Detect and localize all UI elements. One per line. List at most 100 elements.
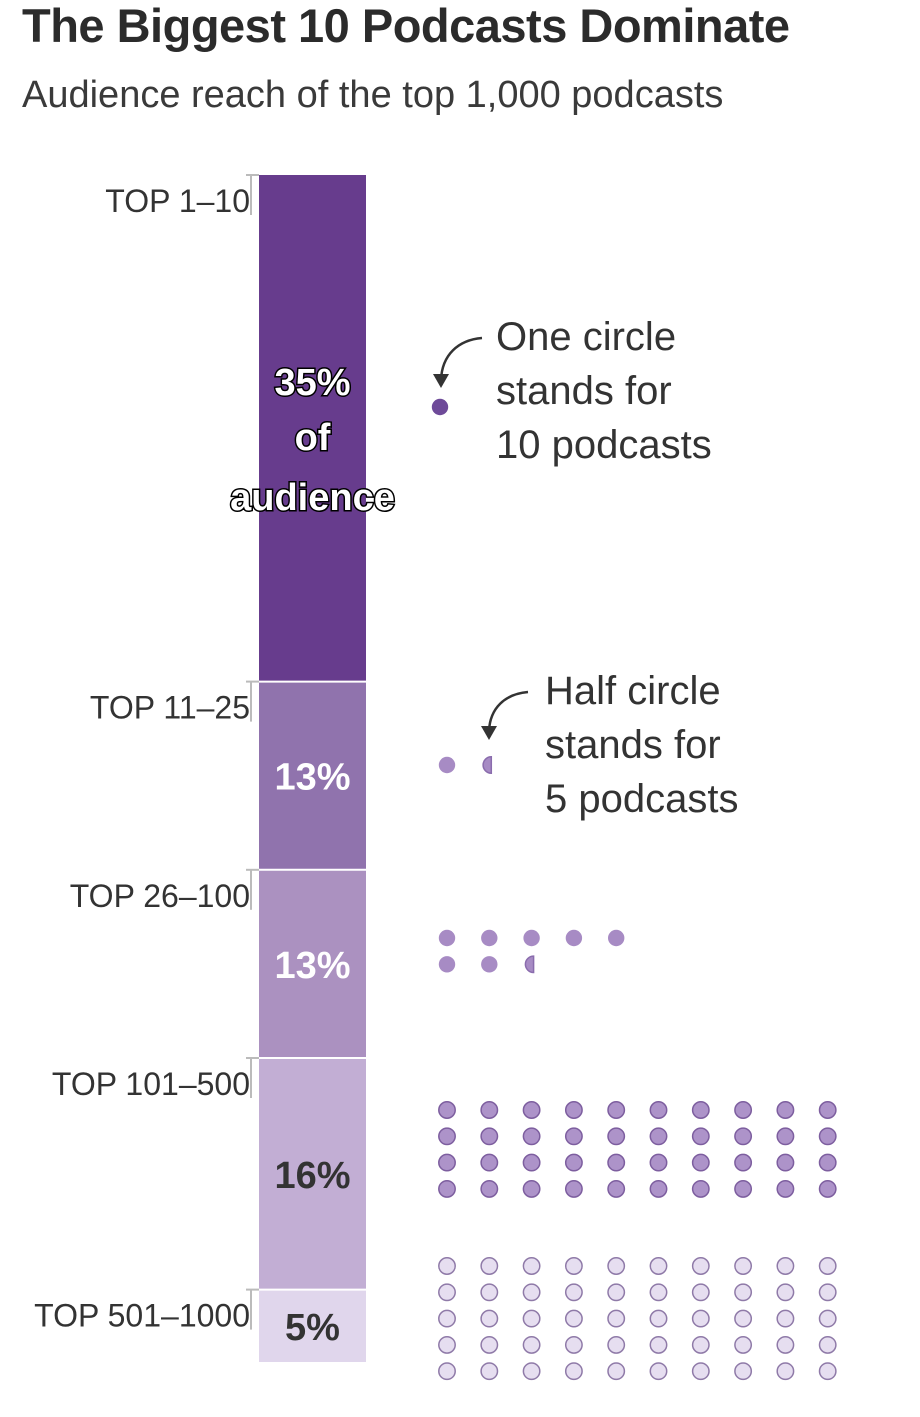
podcast-circle	[480, 1179, 499, 1198]
podcast-circle	[776, 1362, 795, 1381]
podcast-circle	[607, 1127, 626, 1146]
podcast-circle	[691, 1153, 710, 1172]
podcast-circle	[438, 929, 456, 947]
podcast-circle	[480, 1101, 499, 1119]
podcast-circle	[818, 1257, 837, 1275]
podcast-circle	[734, 1179, 753, 1198]
category-label: TOP 26–100	[70, 878, 250, 914]
podcast-circle	[431, 398, 449, 416]
podcast-circle	[522, 1179, 541, 1198]
podcast-circle	[522, 1362, 541, 1381]
podcast-circle	[564, 1101, 583, 1119]
podcast-circle	[818, 1101, 837, 1119]
podcast-circle	[734, 1127, 753, 1146]
podcast-circle	[691, 1335, 710, 1354]
podcast-circle	[438, 1127, 456, 1146]
podcast-circle	[438, 1179, 456, 1198]
podcast-circle	[607, 1257, 626, 1275]
category-label: TOP 101–500	[52, 1066, 250, 1102]
podcast-circle	[564, 1127, 583, 1146]
podcast-circle	[607, 1101, 626, 1119]
podcast-circle	[649, 1309, 668, 1328]
podcast-circle	[607, 1335, 626, 1354]
podcast-circle	[438, 1153, 456, 1172]
podcast-circle	[649, 1101, 668, 1119]
podcast-circle	[564, 1153, 583, 1172]
podcast-circle	[734, 1309, 753, 1328]
value-label: 35%	[274, 362, 350, 404]
podcast-circle	[607, 1309, 626, 1328]
podcast-circle	[649, 1283, 668, 1302]
podcast-circle	[438, 1309, 456, 1328]
chart-subtitle: Audience reach of the top 1,000 podcasts	[22, 74, 724, 116]
podcast-circle	[608, 929, 625, 947]
podcast-circle	[691, 1362, 710, 1381]
podcast-circle	[481, 929, 498, 947]
podcast-circle	[776, 1283, 795, 1302]
podcast-circle	[734, 1283, 753, 1302]
podcast-circle	[649, 1127, 668, 1146]
podcast-circle	[691, 1127, 710, 1146]
podcast-circle	[818, 1283, 837, 1302]
bar-segment	[259, 869, 366, 1058]
podcast-circle	[734, 1257, 753, 1275]
podcast-circle	[480, 1309, 499, 1328]
podcast-circle	[818, 1309, 837, 1328]
podcast-circle	[438, 956, 456, 973]
podcast-circle	[564, 1283, 583, 1302]
podcast-circle	[818, 1335, 837, 1354]
podcast-circle	[691, 1257, 710, 1275]
bar-segment	[259, 1289, 366, 1362]
podcast-circle	[734, 1362, 753, 1381]
annotation-text: Half circle	[545, 669, 721, 713]
podcast-circle	[438, 756, 456, 774]
value-label: 5%	[285, 1307, 340, 1349]
value-label: of	[295, 417, 331, 459]
podcast-circle	[649, 1335, 668, 1354]
podcast-circle	[480, 1362, 499, 1381]
podcast-circle	[438, 1362, 456, 1381]
podcast-circle	[691, 1101, 710, 1119]
podcast-circle	[480, 1257, 499, 1275]
podcast-circle	[607, 1153, 626, 1172]
annotation-arrow	[487, 690, 529, 732]
half-circle	[524, 955, 535, 974]
podcast-circle	[522, 1309, 541, 1328]
podcast-circle	[438, 1257, 456, 1275]
annotation-text: 10 podcasts	[496, 423, 712, 467]
annotation-text: stands for	[496, 369, 672, 413]
podcast-circle	[565, 929, 583, 947]
bar-segment	[259, 681, 366, 870]
podcast-circle	[564, 1362, 583, 1381]
podcast-circle	[776, 1335, 795, 1354]
podcast-circle	[564, 1257, 583, 1275]
podcast-circle	[818, 1362, 837, 1381]
podcast-circle	[438, 1283, 456, 1302]
podcast-circle	[691, 1309, 710, 1328]
podcast-circle	[522, 1153, 541, 1172]
bar-segment	[259, 175, 366, 682]
half-circle	[482, 756, 493, 774]
podcast-circle	[691, 1179, 710, 1198]
podcast-circle	[776, 1101, 795, 1119]
podcast-circle	[649, 1179, 668, 1198]
podcast-circle	[564, 1335, 583, 1354]
value-label: audience	[230, 477, 395, 519]
podcast-circle	[776, 1127, 795, 1146]
value-label: 16%	[274, 1155, 350, 1197]
value-label: 13%	[274, 945, 350, 987]
podcast-circle	[818, 1127, 837, 1146]
arrow-head	[481, 726, 497, 740]
podcast-circle	[481, 956, 498, 973]
annotation-text: 5 podcasts	[545, 777, 738, 821]
podcast-circle	[522, 1127, 541, 1146]
podcast-circle	[734, 1335, 753, 1354]
category-label: TOP 11–25	[90, 690, 250, 726]
podcast-circle	[480, 1127, 499, 1146]
podcast-circle	[522, 1101, 541, 1119]
podcast-circle	[523, 929, 540, 947]
podcast-circle	[522, 1335, 541, 1354]
podcast-circle	[776, 1257, 795, 1275]
podcast-circle	[438, 1101, 456, 1119]
